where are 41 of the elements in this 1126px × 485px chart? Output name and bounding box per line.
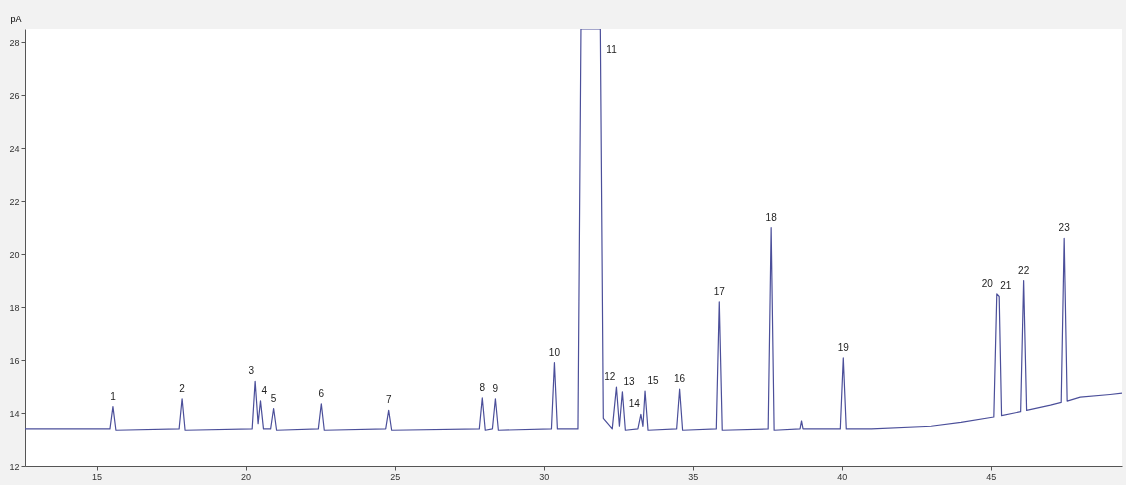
line-series	[25, 29, 1122, 431]
y-tick-label: 28	[9, 37, 20, 48]
annotation: 19	[837, 341, 850, 353]
x-tick-label: 30	[539, 471, 550, 482]
annotation: 18	[765, 211, 778, 223]
annotation: 1	[110, 390, 117, 402]
x-tick-label: 15	[92, 471, 103, 482]
annotation: 21	[1000, 280, 1012, 292]
y-tick-label: 14	[9, 408, 20, 419]
annotation: 6	[318, 387, 325, 399]
y-tick-label: 24	[9, 143, 20, 154]
annotation: 20	[981, 277, 994, 289]
y-tick-label: 22	[9, 196, 20, 207]
annotation: 2	[179, 382, 186, 394]
y-tick-label: 12	[9, 461, 20, 472]
annotation: 3	[248, 365, 255, 377]
annotation: 8	[479, 381, 486, 393]
annotation: 9	[492, 382, 499, 394]
y-tick-label: 20	[9, 249, 20, 260]
x-tick-label: 35	[688, 471, 699, 482]
x-tick-label: 20	[241, 471, 252, 482]
x-tick-label: 25	[390, 471, 401, 482]
x-tick-label: 45	[986, 471, 997, 482]
x-tick-label: 40	[837, 471, 848, 482]
annotation: 7	[385, 394, 392, 406]
annotation: 11	[606, 44, 618, 55]
annotation: 22	[1018, 264, 1030, 276]
annotation: 16	[674, 373, 686, 385]
annotation: 4	[261, 384, 268, 396]
annotation: 13	[623, 375, 635, 387]
y-tick-label: 18	[9, 302, 20, 313]
annotation: 23	[1058, 222, 1071, 234]
annotation: 14	[628, 398, 641, 410]
y-tick-label: 26	[9, 90, 20, 101]
annotation: 10	[548, 346, 561, 358]
annotation: 17	[713, 285, 726, 297]
annotation: 15	[647, 375, 660, 387]
annotation: 5	[270, 392, 277, 404]
annotation: 12	[604, 371, 616, 383]
y-axis-title: pA	[10, 13, 22, 24]
y-tick-label: 16	[9, 355, 20, 366]
